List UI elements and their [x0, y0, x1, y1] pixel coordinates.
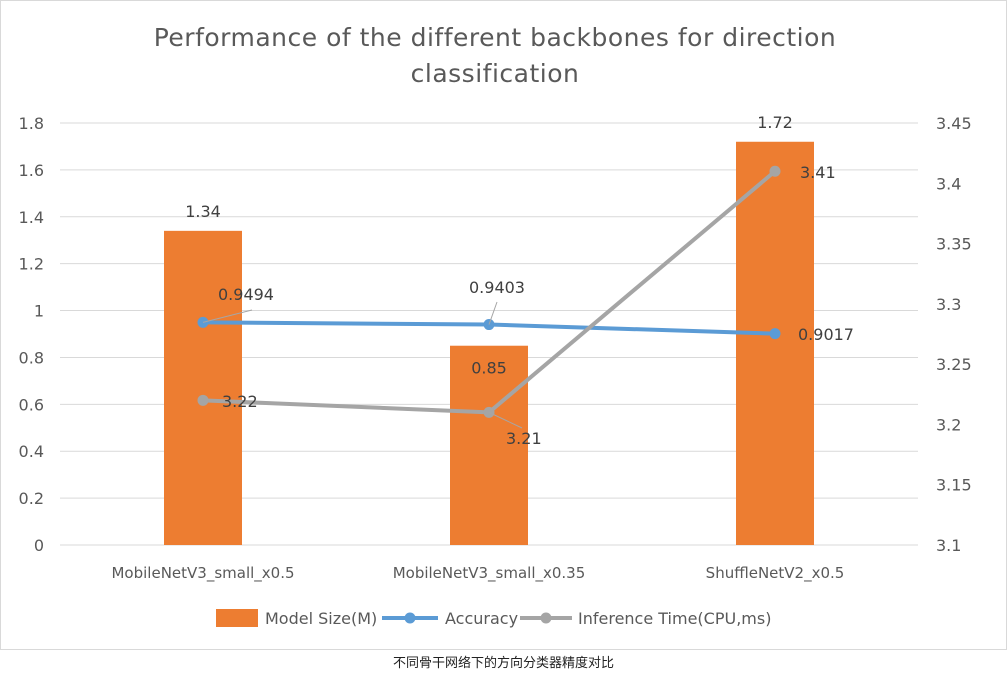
- y-left-tick-label: 0.8: [19, 348, 44, 367]
- x-category-label: MobileNetV3_small_x0.5: [111, 564, 294, 583]
- bar-data-label: 0.85: [471, 359, 507, 378]
- y-left-tick-label: 0: [34, 536, 44, 555]
- y-right-tick-label: 3.35: [936, 235, 972, 254]
- legend-label-inference-time: Inference Time(CPU,ms): [578, 609, 771, 628]
- leader-line: [488, 301, 498, 325]
- y-left-tick-label: 1.8: [19, 114, 44, 133]
- chart-caption: 不同骨干网络下的方向分类器精度对比: [392, 656, 614, 671]
- y-right-tick-label: 3.1: [936, 536, 961, 555]
- inference-data-label: 3.41: [800, 163, 836, 182]
- leader-line: [488, 411, 523, 429]
- point-inference-time: [197, 394, 209, 406]
- y-left-tick-label: 1.4: [19, 208, 44, 227]
- point-inference-time: [769, 165, 781, 177]
- legend-label-accuracy: Accuracy: [445, 609, 518, 628]
- bar-model-size: [736, 141, 814, 545]
- y-left-tick-label: 0.2: [19, 489, 44, 508]
- bar-data-label: 1.72: [757, 113, 793, 132]
- inference-data-label: 3.22: [222, 392, 258, 411]
- leader-line: [202, 309, 253, 323]
- legend-marker-inference-time: [540, 612, 552, 624]
- accuracy-data-label: 0.9017: [798, 325, 854, 344]
- y-right-tick-label: 3.3: [936, 295, 961, 314]
- legend-label-model-size: Model Size(M): [265, 609, 377, 628]
- legend-swatch-model-size: [216, 609, 258, 627]
- inference-data-label: 3.21: [506, 429, 542, 448]
- bar-model-size: [164, 230, 242, 545]
- y-left-tick-label: 0.4: [19, 442, 44, 461]
- x-category-label: MobileNetV3_small_x0.35: [393, 564, 586, 583]
- y-left-tick-label: 0.6: [19, 395, 44, 414]
- point-accuracy: [769, 328, 781, 340]
- y-right-tick-label: 3.25: [936, 355, 972, 374]
- chart-title-line-2: classification: [411, 59, 580, 88]
- legend-marker-accuracy: [404, 612, 416, 624]
- combo-chart: Performance of the different backbones f…: [19, 23, 972, 628]
- y-left-tick-label: 1.6: [19, 161, 44, 180]
- x-category-label: ShuffleNetV2_x0.5: [706, 564, 845, 583]
- y-right-tick-label: 3.2: [936, 415, 961, 434]
- accuracy-data-label: 0.9494: [218, 285, 274, 304]
- y-right-tick-label: 3.15: [936, 476, 972, 495]
- y-left-tick-label: 1: [34, 302, 44, 321]
- accuracy-data-label: 0.9403: [469, 278, 525, 297]
- chart-title-line-1: Performance of the different backbones f…: [154, 23, 837, 52]
- bar-data-label: 1.34: [185, 202, 221, 221]
- bar-model-size: [450, 345, 528, 545]
- y-left-tick-label: 1.2: [19, 255, 44, 274]
- y-right-tick-label: 3.45: [936, 114, 972, 133]
- y-right-tick-label: 3.4: [936, 174, 961, 193]
